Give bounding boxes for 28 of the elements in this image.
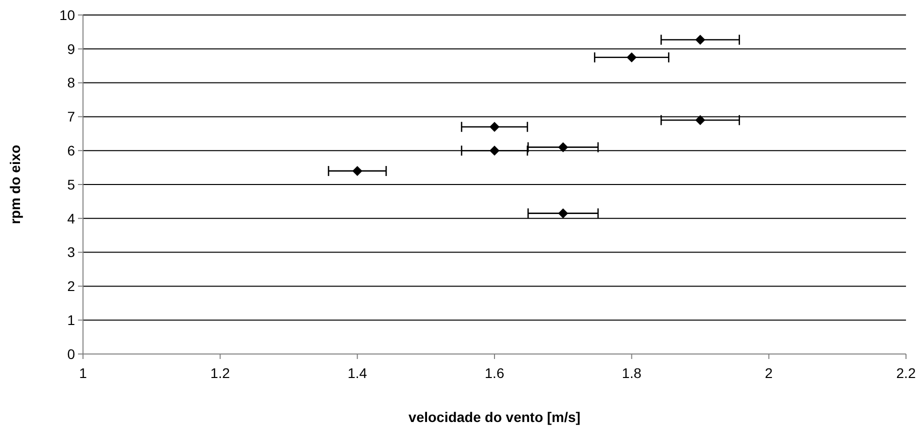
point xyxy=(695,34,706,45)
point xyxy=(352,166,362,176)
x-tick-label: 1 xyxy=(79,365,88,381)
point xyxy=(490,122,500,132)
x-tick-label: 1.2 xyxy=(210,365,230,381)
point xyxy=(558,208,568,218)
point xyxy=(626,52,637,62)
y-tick-label: 6 xyxy=(67,142,76,158)
y-tick-label: 7 xyxy=(67,108,76,125)
y-tick-label: 1 xyxy=(67,312,76,328)
point xyxy=(490,146,500,156)
x-tick-label: 2 xyxy=(764,365,773,381)
y-tick-label: 4 xyxy=(67,210,76,226)
y-tick-label: 9 xyxy=(67,40,76,57)
point xyxy=(558,142,568,152)
y-tick-label: 10 xyxy=(59,6,76,23)
x-tick-label: 1.6 xyxy=(484,365,504,381)
y-tick-label: 5 xyxy=(67,176,76,192)
point xyxy=(695,115,706,126)
x-tick-label: 1.4 xyxy=(348,365,368,381)
y-tick-label: 3 xyxy=(67,244,76,260)
x-tick-label: 2.2 xyxy=(896,365,916,381)
x-tick-label: 1.8 xyxy=(622,365,642,381)
y-tick-label: 2 xyxy=(67,278,76,294)
y-tick-label: 0 xyxy=(67,346,76,362)
y-tick-label: 8 xyxy=(67,74,76,91)
y-axis-title: rpm do eixo xyxy=(7,144,23,224)
x-axis-title: velocidade do vento [m/s] xyxy=(408,409,580,425)
